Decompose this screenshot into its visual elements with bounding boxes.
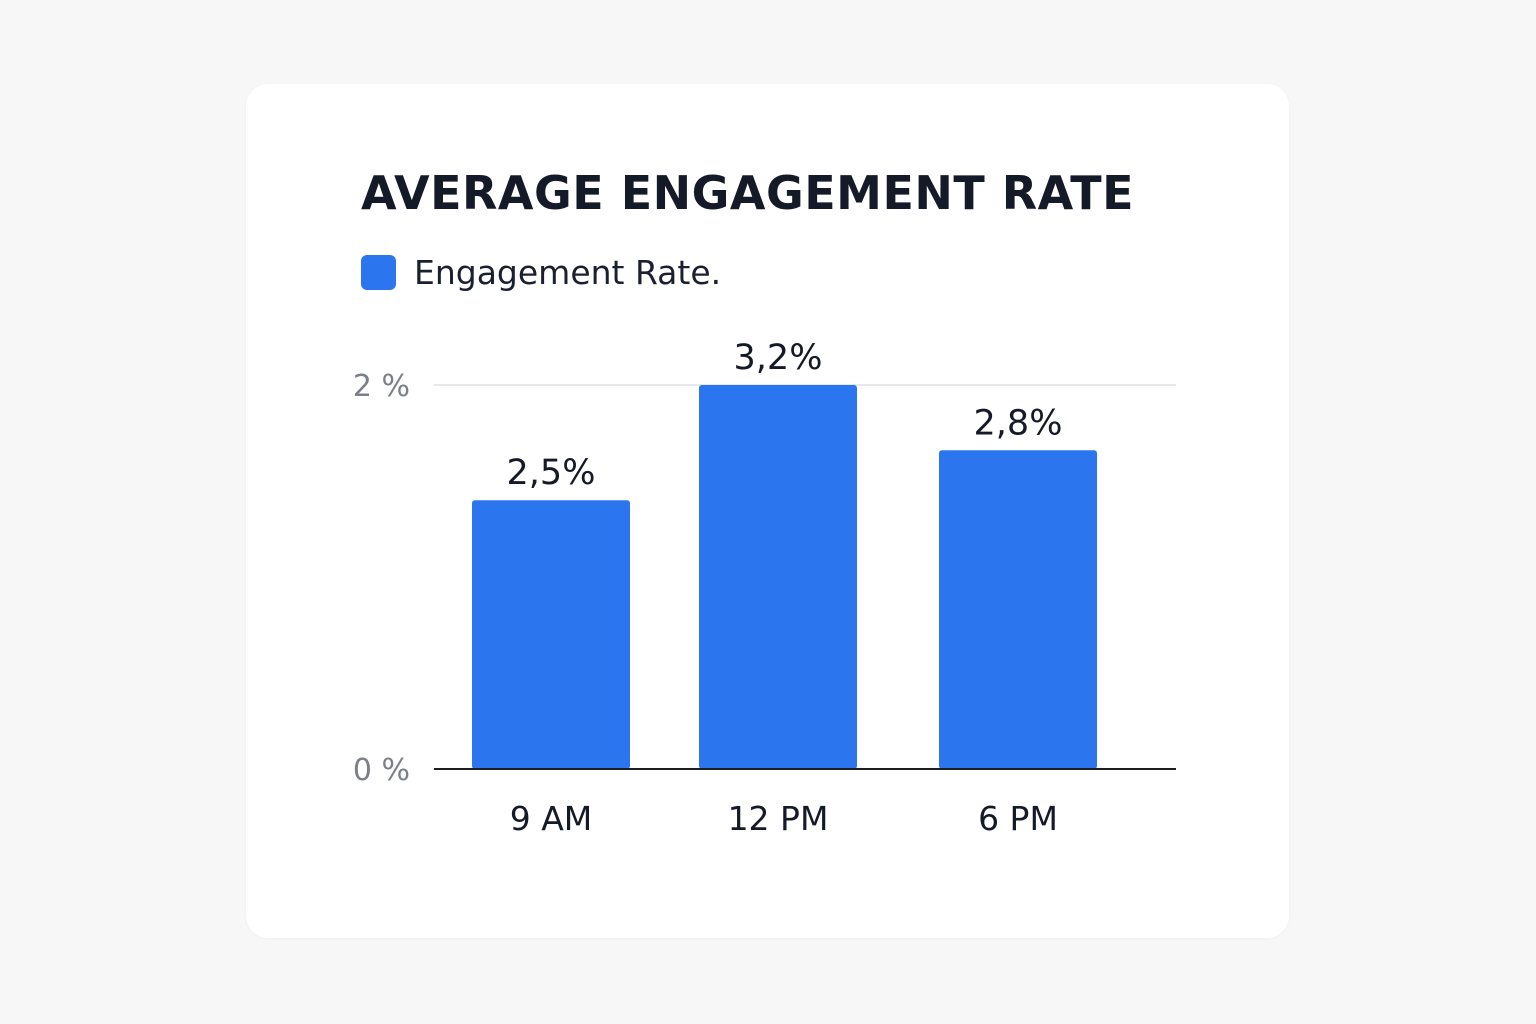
chart-title: AVERAGE ENGAGEMENT RATE [361, 166, 1135, 220]
bar [472, 500, 630, 769]
data-label: 3,2% [734, 338, 823, 378]
x-tick-label: 6 PM [978, 799, 1058, 838]
y-tick-label: 2 % [353, 369, 410, 404]
x-tick-label: 9 AM [510, 799, 593, 838]
legend-swatch [361, 254, 396, 290]
y-tick-label: 0 % [353, 753, 410, 788]
data-label: 2,8% [974, 403, 1063, 443]
legend-label: Engagement Rate. [414, 252, 722, 292]
data-label: 2,5% [507, 453, 596, 493]
bar [939, 450, 1097, 769]
bar [699, 385, 857, 769]
chart-legend: Engagement Rate. [361, 252, 721, 292]
x-tick-label: 12 PM [728, 799, 829, 838]
